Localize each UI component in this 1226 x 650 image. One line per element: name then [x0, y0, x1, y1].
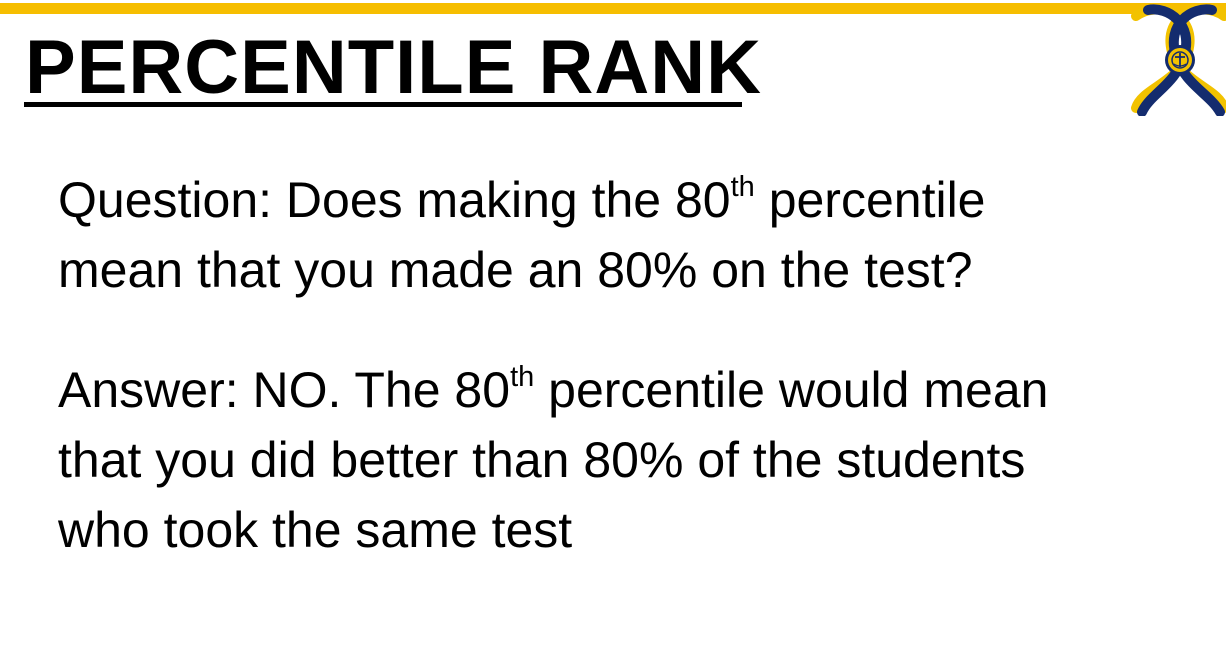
answer-text: Answer: NO. The 80th percentile would me…	[58, 355, 1048, 565]
answer-line-2: that you did better than 80% of the stud…	[58, 432, 1026, 488]
answer-lead: Answer: NO. The 80	[58, 362, 511, 418]
answer-rest: percentile would mean	[534, 362, 1049, 418]
university-seal-logo	[1128, 4, 1226, 116]
slide-title: PERCENTILE RANK	[25, 25, 763, 110]
top-accent-bar	[0, 3, 1226, 14]
answer-superscript: th	[510, 361, 535, 394]
logo-icon	[1131, 4, 1226, 116]
question-text: Question: Does making the 80th percentil…	[58, 165, 986, 305]
question-lead: Question: Does making the 80	[58, 172, 731, 228]
question-rest: percentile	[754, 172, 986, 228]
question-line-2: mean that you made an 80% on the test?	[58, 242, 973, 298]
question-superscript: th	[730, 171, 755, 204]
answer-line-3: who took the same test	[58, 502, 573, 558]
title-underline	[24, 102, 742, 107]
